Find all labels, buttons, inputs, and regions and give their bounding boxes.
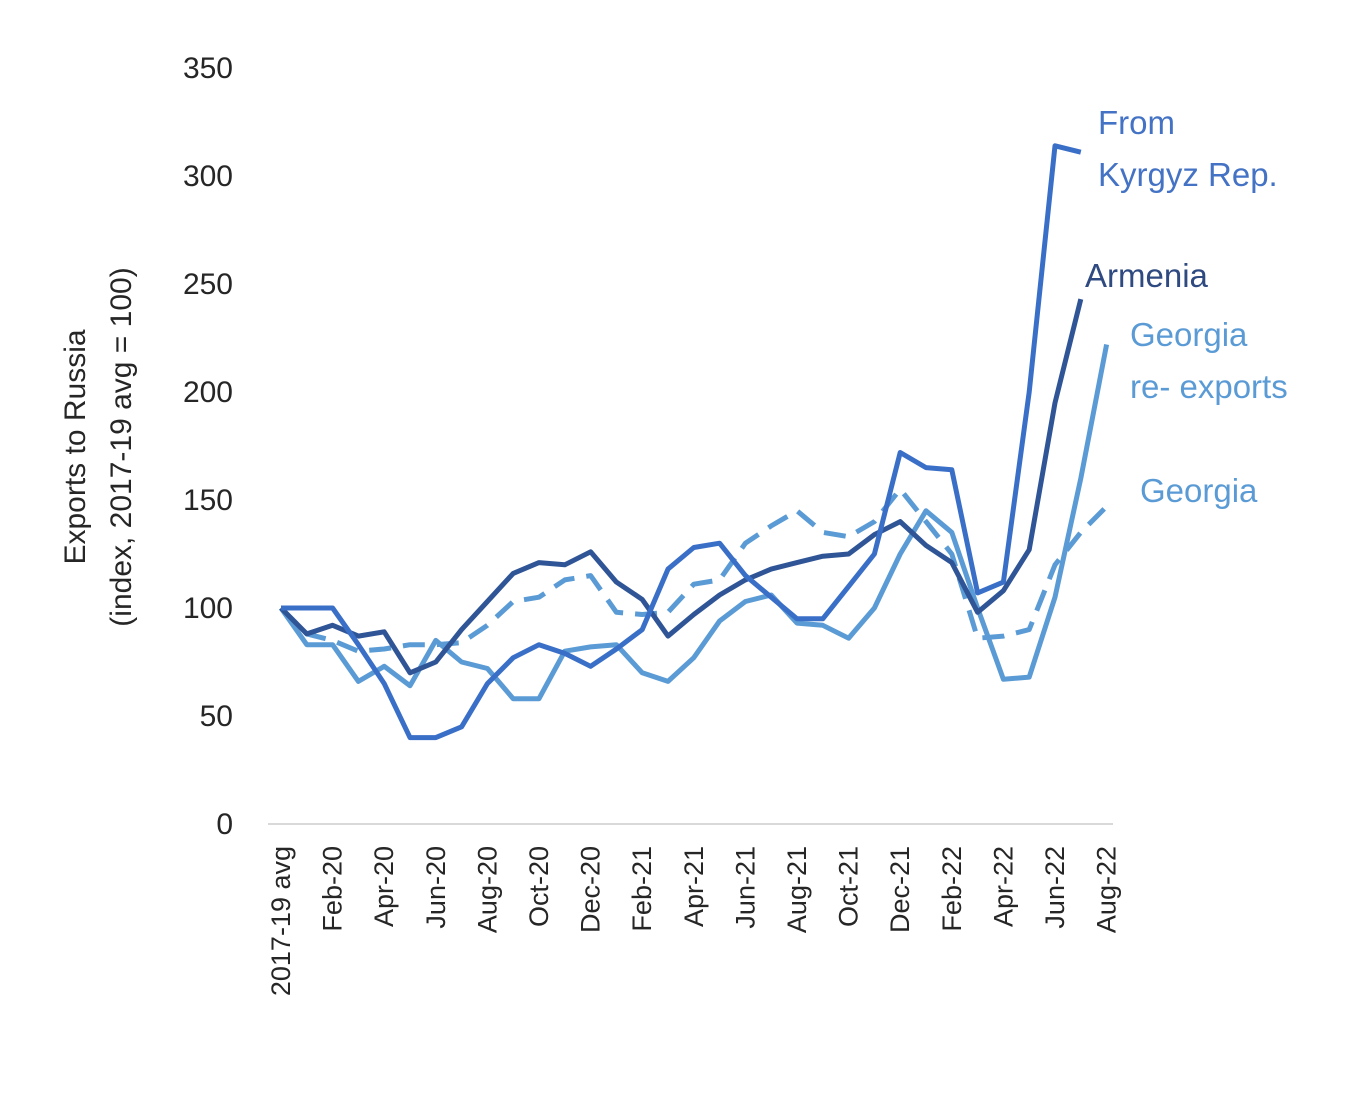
x-tick-label: Aug-21 [782,846,812,933]
x-tick-label: Feb-22 [937,846,967,932]
y-axis-title-line-2: (index, 2017-19 avg = 100) [105,267,138,626]
x-tick-label: Dec-21 [885,846,915,933]
x-tick-label: Dec-20 [576,846,606,933]
series-line-from-kyrgyz-rep [281,143,1082,741]
y-tick-label: 50 [200,700,233,733]
series-label: Kyrgyz Rep. [1098,156,1278,193]
y-axis-title: Exports to Russia (index, 2017-19 avg = … [59,267,138,626]
series-label: Armenia [1085,257,1209,294]
x-tick-label: Oct-20 [524,846,554,927]
y-tick-label: 300 [183,160,233,193]
series-line-georgia [279,486,1109,654]
series-label: Georgia [1140,472,1258,509]
x-tick-label: Feb-21 [627,846,657,932]
series-lines [278,143,1110,741]
x-tick-label: Oct-21 [834,846,864,927]
y-tick-label: 100 [183,592,233,625]
x-tick-label: Apr-21 [679,846,709,927]
series-line-armenia [279,298,1084,676]
series-label: Georgia [1130,316,1248,353]
x-tick-label: Feb-20 [318,846,348,932]
x-tick-label: Aug-20 [472,846,502,933]
y-axis-ticks: 0 50 100 150 200 250 300 350 [183,52,233,841]
y-tick-label: 0 [216,808,233,841]
x-tick-label: 2017-19 avg [266,846,296,996]
x-tick-label: Jun-20 [421,846,451,929]
x-tick-label: Jun-22 [1040,846,1070,929]
y-tick-label: 250 [183,268,233,301]
x-tick-label: Apr-20 [369,846,399,927]
x-tick-label: Apr-22 [988,846,1018,927]
y-axis-title-line-1: Exports to Russia [59,329,92,564]
x-tick-label: Jun-21 [730,846,760,929]
series-labels: From Kyrgyz Rep. Armenia Georgia re- exports… [1085,104,1288,509]
y-tick-label: 150 [183,484,233,517]
x-axis-ticks: 2017-19 avg Feb-20 Apr-20 Jun-20 Aug-20 Oct-2… [266,846,1122,996]
y-tick-label: 350 [183,52,233,85]
series-label: re- exports [1130,368,1288,405]
y-tick-label: 200 [183,376,233,409]
x-tick-label: Aug-22 [1092,846,1122,933]
series-label: From [1098,104,1175,141]
